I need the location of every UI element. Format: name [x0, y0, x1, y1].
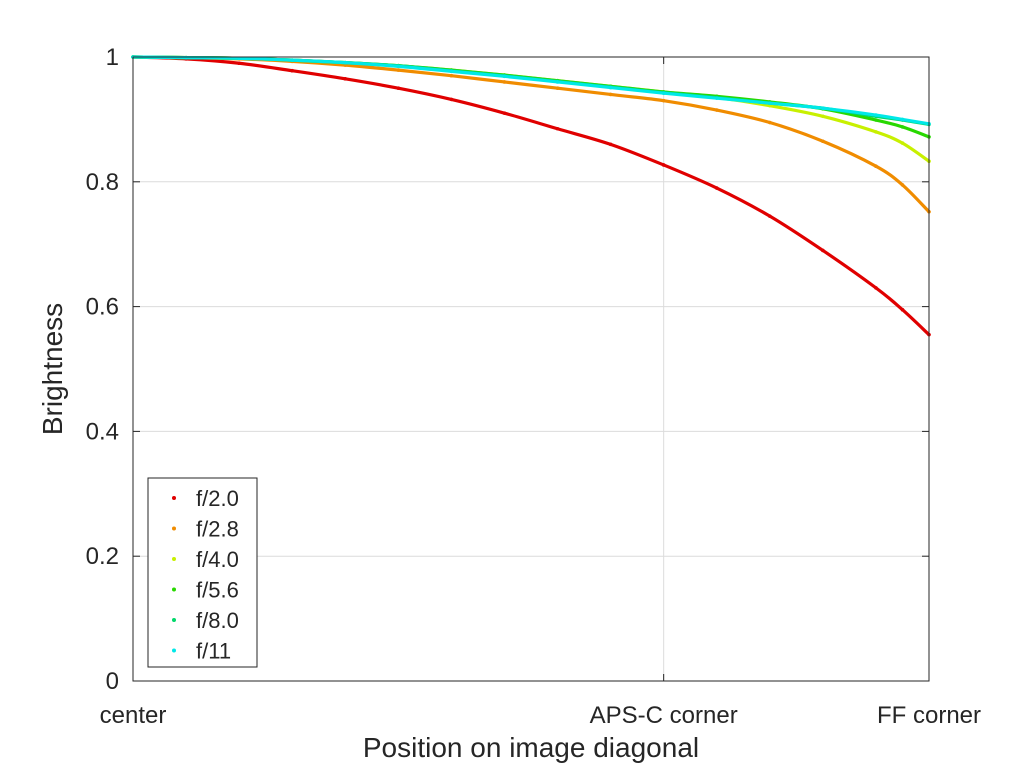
data-point	[874, 118, 878, 122]
legend-marker	[172, 587, 176, 592]
data-point	[608, 142, 613, 147]
data-series	[131, 55, 931, 337]
data-point	[449, 69, 454, 74]
data-point	[661, 91, 666, 95]
data-point	[343, 60, 348, 65]
legend-label: f/8.0	[196, 608, 239, 633]
data-point	[874, 164, 878, 168]
data-point	[555, 80, 560, 84]
data-point	[714, 108, 719, 112]
data-point	[290, 58, 295, 62]
y-axis-label: Brightness	[37, 303, 68, 435]
plot-background	[133, 57, 929, 681]
data-point	[396, 86, 401, 90]
data-point	[874, 286, 878, 290]
data-point	[608, 85, 613, 90]
legend-label: f/5.6	[196, 578, 239, 603]
legend-label: f/2.8	[196, 517, 239, 542]
legend-label: f/11	[196, 639, 231, 664]
legend-marker	[172, 648, 176, 653]
legend-item: f/4.0	[172, 547, 239, 572]
x-axis-label: Position on image diagonal	[363, 732, 699, 763]
x-tick-label: FF corner	[877, 702, 981, 729]
data-point	[821, 139, 825, 144]
data-point	[768, 120, 772, 125]
data-point	[502, 80, 507, 84]
legend-item: f/5.6	[172, 578, 239, 603]
data-point	[608, 92, 613, 97]
data-point	[900, 117, 905, 122]
legend-item: f/11	[172, 639, 231, 664]
axis-ticks: 0 0.2 0.4 0.6 0.8 1 center APS-C corner FF corne…	[86, 44, 981, 729]
plot-frame	[132, 56, 930, 682]
y-tick-label: 0	[106, 668, 119, 695]
data-point	[900, 183, 905, 187]
legend-marker	[172, 618, 176, 622]
data-point	[555, 86, 560, 90]
data-point	[874, 130, 878, 134]
legend: f/2.0 f/2.8 f/4.0 f/5.6 f/8.0 f/11	[147, 477, 258, 668]
data-point	[714, 96, 719, 100]
y-tick-label: 0.6	[86, 294, 119, 321]
data-point	[661, 163, 666, 167]
data-point	[290, 68, 295, 73]
data-point	[237, 61, 241, 66]
data-point	[502, 111, 507, 115]
data-point	[449, 73, 454, 78]
legend-item: f/2.0	[172, 486, 239, 511]
legend-label: f/2.0	[196, 486, 239, 511]
data-point	[900, 141, 905, 145]
x-tick-label: center	[100, 702, 167, 729]
data-point	[343, 77, 348, 81]
legend-box	[147, 477, 258, 668]
data-point	[396, 68, 401, 72]
data-point	[821, 248, 825, 253]
data-point	[449, 97, 454, 102]
data-point	[502, 74, 507, 79]
y-tick-label: 0.2	[86, 543, 119, 570]
data-point	[874, 113, 878, 117]
legend-item: f/2.8	[172, 517, 239, 542]
x-tick-label: APS-C corner	[590, 702, 738, 729]
data-point	[555, 126, 560, 131]
data-point	[768, 101, 772, 105]
data-point	[184, 55, 188, 60]
data-point	[768, 214, 772, 218]
data-point	[821, 106, 825, 110]
data-point	[396, 64, 401, 69]
data-point	[661, 98, 666, 103]
legend-marker	[172, 496, 176, 500]
data-point	[900, 125, 905, 129]
y-tick-label: 0.8	[86, 169, 119, 196]
y-tick-label: 1	[106, 44, 119, 71]
data-point	[900, 307, 905, 312]
legend-item: f/8.0	[172, 608, 239, 633]
data-point	[821, 114, 825, 119]
legend-marker	[172, 526, 176, 531]
data-point	[714, 186, 719, 190]
legend-marker	[172, 557, 176, 561]
legend-label: f/4.0	[196, 547, 239, 572]
y-tick-label: 0.4	[86, 418, 119, 445]
